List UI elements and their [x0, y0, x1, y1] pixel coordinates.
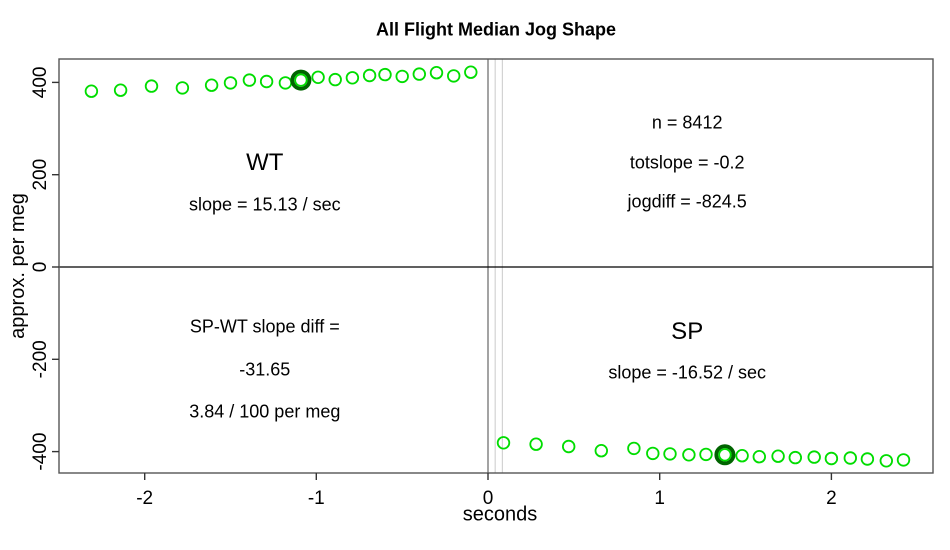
data-point-wt [447, 69, 461, 83]
data-point-wt [84, 84, 99, 98]
data-point-sp [807, 450, 821, 464]
y-tick-label: 400 [30, 67, 51, 99]
y-tick-label: -200 [30, 340, 51, 378]
data-point-sp [529, 437, 543, 451]
data-point-wt [144, 79, 159, 93]
x-tick-label: -1 [308, 488, 325, 509]
highlighted-point-wt [290, 69, 312, 91]
slope-diff-line2: -31.65 [239, 359, 291, 380]
data-point-wt [429, 65, 444, 80]
slope-diff-line3: 3.84 / 100 per meg [189, 401, 341, 422]
data-point-sp [496, 436, 511, 450]
x-axis-label: seconds [462, 503, 538, 526]
data-point-sp [860, 452, 875, 466]
data-point-wt [328, 72, 342, 87]
data-point-sp [752, 450, 767, 464]
data-point-sp [843, 451, 858, 465]
x-tick-label: 2 [826, 488, 837, 509]
sp-slope: slope = -16.52 / sec [608, 362, 766, 383]
y-tick-label: 200 [30, 159, 51, 191]
data-point-sp [788, 450, 803, 465]
data-point-wt [345, 71, 360, 85]
chart-title: All Flight Median Jog Shape [375, 19, 617, 40]
data-point-wt [259, 74, 274, 89]
slope-diff-line1: SP-WT slope diff = [189, 316, 340, 337]
data-point-wt [294, 73, 308, 87]
data-point-sp [663, 447, 677, 461]
y-axis-label: approx. per meg [7, 193, 29, 339]
data-point-wt [113, 83, 128, 97]
data-point-sp [718, 448, 732, 462]
data-point-wt [378, 67, 392, 82]
x-tick-label: 0 [483, 488, 494, 509]
data-point-wt [311, 70, 325, 85]
data-point-sp [824, 451, 839, 466]
y-tick-label: 0 [30, 262, 51, 273]
jogdiff: jogdiff = -824.5 [627, 191, 747, 212]
data-point-sp [627, 441, 641, 456]
wt-group-label: WT [246, 149, 284, 177]
data-point-sp [879, 454, 894, 468]
n-count: n = 8412 [651, 112, 723, 133]
sp-group-label: SP [671, 318, 704, 346]
data-point-wt [395, 69, 409, 84]
data-point-wt [464, 65, 478, 79]
data-point-sp [682, 448, 696, 462]
data-point-wt [362, 68, 377, 83]
data-point-wt [175, 81, 190, 95]
data-point-sp [594, 444, 609, 458]
data-point-sp [771, 449, 785, 463]
data-point-sp [562, 439, 576, 454]
plot-box [58, 58, 934, 474]
data-point-wt [278, 76, 293, 90]
x-tick-label: -2 [136, 488, 153, 509]
data-point-sp [646, 446, 660, 461]
data-point-sp [699, 447, 713, 462]
wt-slope: slope = 15.13 / sec [188, 194, 341, 215]
data-point-wt [204, 78, 219, 92]
data-point-sp [735, 449, 749, 463]
data-point-wt [223, 76, 238, 90]
data-point-wt [412, 67, 427, 81]
data-point-wt [242, 73, 257, 87]
totslope: totslope = -0.2 [629, 152, 745, 173]
y-tick-label: -400 [30, 433, 51, 471]
x-tick-label: 1 [654, 488, 665, 509]
data-point-sp [896, 453, 911, 467]
highlighted-point-sp [714, 444, 736, 466]
